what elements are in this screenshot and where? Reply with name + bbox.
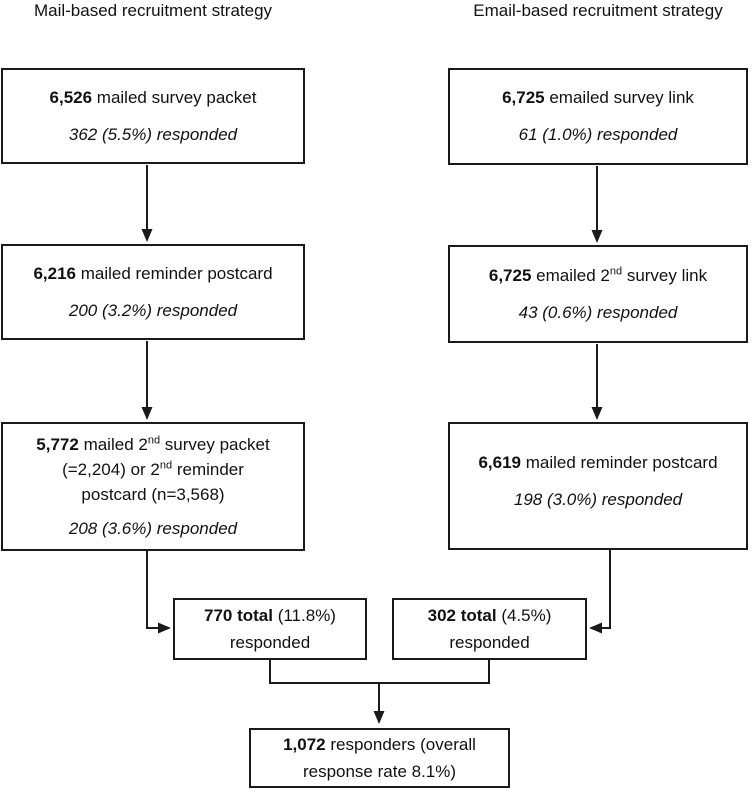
total-line2: responded bbox=[449, 633, 530, 652]
email-box-survey-link: 6,725 emailed survey link 61 (1.0%) resp… bbox=[448, 68, 748, 165]
box-title-line2: (=2,204) or 2nd reminder bbox=[62, 457, 244, 482]
count-value: 6,725 bbox=[488, 265, 532, 285]
mail-column-header: Mail-based recruitment strategy bbox=[33, 1, 273, 20]
count-value: 5,772 bbox=[36, 435, 79, 454]
response-note: 362 (5.5%) responded bbox=[68, 124, 238, 144]
mail-box-second-survey-packet: 5,772 mailed 2nd survey packet (=2,204) … bbox=[1, 422, 305, 551]
total-line1: 302 total (4.5%) bbox=[428, 602, 552, 629]
email-box-second-survey-link: 6,725 emailed 2nd survey link 43 (0.6%) … bbox=[448, 245, 748, 343]
email-total-box: 302 total (4.5%) responded bbox=[392, 598, 587, 660]
box-title-line1: 5,772 mailed 2nd survey packet bbox=[36, 432, 269, 457]
box-title: 6,216 mailed reminder postcard bbox=[33, 262, 272, 286]
overall-responders-box: 1,072 responders (overall response rate … bbox=[249, 728, 510, 788]
box-title: 6,619 mailed reminder postcard bbox=[478, 451, 717, 475]
box-title: 6,526 mailed survey packet bbox=[50, 86, 257, 110]
count-value: 6,216 bbox=[33, 263, 76, 283]
action-label: mailed survey packet bbox=[92, 87, 257, 107]
box-title: 6,725 emailed survey link bbox=[502, 86, 694, 110]
count-value: 6,619 bbox=[478, 452, 521, 472]
email-column-header: Email-based recruitment strategy bbox=[473, 1, 723, 20]
action-label: survey link bbox=[622, 265, 708, 285]
action-label: mailed reminder postcard bbox=[76, 263, 273, 283]
response-note: 61 (1.0%) responded bbox=[518, 125, 678, 144]
box-title: 6,725 emailed 2nd survey link bbox=[489, 264, 707, 288]
overall-label: responders (overall bbox=[325, 735, 476, 754]
connector-mail-box3-total bbox=[146, 551, 171, 634]
overall-line1: 1,072 responders (overall bbox=[283, 731, 476, 758]
connector-totals-join bbox=[269, 660, 490, 684]
response-note: 200 (3.2%) responded bbox=[68, 300, 238, 320]
total-count: 770 total bbox=[204, 606, 273, 625]
action-label: emailed 2 bbox=[531, 265, 610, 285]
total-line2: responded bbox=[229, 633, 311, 652]
ordinal-superscript: nd bbox=[609, 264, 623, 277]
response-note: 43 (0.6%) responded bbox=[518, 302, 678, 322]
ordinal-superscript: nd bbox=[159, 459, 173, 472]
total-count: 302 total bbox=[427, 606, 497, 625]
total-rate: (4.5%) bbox=[496, 606, 552, 625]
overall-line2: response rate 8.1%) bbox=[302, 762, 457, 781]
action-label: reminder bbox=[172, 460, 244, 479]
action-label: survey packet bbox=[160, 435, 270, 454]
response-note: 208 (3.6%) responded bbox=[68, 519, 238, 538]
box-title-line3: postcard (n=3,568) bbox=[81, 485, 225, 504]
overall-count: 1,072 bbox=[283, 735, 326, 754]
action-label: emailed survey link bbox=[544, 88, 694, 107]
action-label: (=2,204) or 2 bbox=[62, 460, 160, 479]
email-box-reminder-postcard: 6,619 mailed reminder postcard 198 (3.0%… bbox=[448, 422, 748, 550]
mail-box-survey-packet: 6,526 mailed survey packet 362 (5.5%) re… bbox=[1, 68, 305, 164]
action-label: mailed 2 bbox=[78, 435, 148, 454]
response-note: 198 (3.0%) responded bbox=[513, 489, 683, 509]
total-line1: 770 total (11.8%) bbox=[204, 602, 336, 629]
mail-total-box: 770 total (11.8%) responded bbox=[173, 598, 367, 660]
count-value: 6,725 bbox=[502, 88, 545, 107]
mail-box-reminder-postcard: 6,216 mailed reminder postcard 200 (3.2%… bbox=[1, 244, 305, 340]
action-label: mailed reminder postcard bbox=[521, 452, 718, 472]
count-value: 6,526 bbox=[49, 87, 93, 107]
connector-email-box3-total bbox=[589, 550, 611, 634]
total-rate: (11.8%) bbox=[272, 606, 336, 625]
ordinal-superscript: nd bbox=[147, 434, 161, 447]
